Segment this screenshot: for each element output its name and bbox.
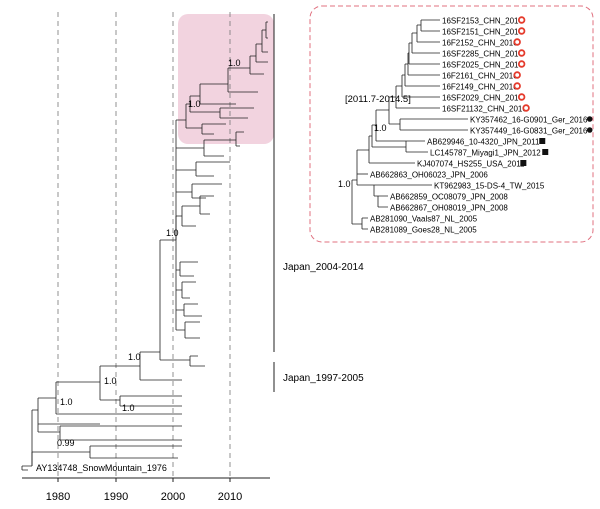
tree-branch-group-14 [176,261,198,277]
x-tick-label-1980: 1980 [46,491,70,503]
tree-branch-group-20 [235,131,244,147]
tree-branch-group-3 [37,424,182,441]
inset-branch-group-2 [408,42,440,65]
highlighted-clade-box [178,14,274,144]
inset-taxon-label-16: AB662859_OC08079_JPN_2008 [390,193,508,202]
inset-taxon-label-0: 16SF2153_CHN_2016 [442,17,523,26]
inset-marker-black-circle-10 [586,127,593,133]
inset-support-b: 1.0 [338,179,351,189]
x-axis: 1980 1990 2000 2010 [22,477,270,503]
tree-branch-group-18 [176,161,230,177]
inset-taxon-label-12: LC145787_Miyagi1_JPN_2012 [430,149,541,158]
clade-label-japan-1997-2005: Japan_1997-2005 [283,373,364,384]
inset-marker-red-circle-4 [517,60,526,68]
inset-marker-red-circle-1 [517,27,526,35]
tree-branch-group-26 [227,84,258,93]
support-label-lower3: 1.0 [122,403,135,413]
inset-branch-group-4 [395,74,440,109]
inset-branch-group-9 [356,149,369,185]
support-label-mid: 1.0 [188,99,201,109]
inset-marker-red-circle-7 [517,93,526,101]
inset-taxon-label-6: 16F2149_CHN_2016 [442,83,518,92]
tree-branch-group-10 [159,239,176,352]
tree-branch-group-22 [185,83,228,120]
inset-marker-red-circle-5 [513,71,521,79]
tree-branch-group-2 [55,381,182,415]
inset-taxon-label-14: AB662863_OH06023_JPN_2006 [370,171,488,180]
tree-branch-group-21 [175,119,186,148]
x-tick-label-2000: 2000 [161,491,185,503]
inset-taxon-label-10: KY357449_16-G0831_Ger_2016 [470,127,588,136]
tree-branch-group-7 [119,395,182,407]
support-label-099: 0.99 [57,438,75,448]
inset-taxon-label-7: 16SF2029_CHN_2016 [442,94,523,103]
tree-branch-group-27 [199,96,236,105]
inset-branch-group-6 [372,109,425,142]
inset-marker-red-circle-8 [522,104,530,112]
tree-branch-group-28 [189,104,254,119]
inset-branch-group-8 [368,135,415,164]
inset-taxon-label-2: 16F2152_CHN_2016 [442,39,518,48]
support-label-inset-node: 1.0 [228,58,241,68]
root-taxon-label: AY134748_SnowMountain_1976 [36,463,167,473]
main-tree [21,21,268,471]
inset-branch-group-5 [388,96,468,131]
inset-taxon-label-18: AB281090_Vaals87_NL_2005 [370,215,478,224]
inset-taxon-label-15: KT962983_15-DS-4_TW_2015 [434,182,545,191]
inset-taxon-label-5: 16F2161_CHN_2016 [442,72,518,81]
tree-branch-group-16 [199,195,214,215]
inset-support-a: 1.0 [374,123,387,133]
tree-branch-group-8 [139,351,182,381]
inset-branch-group-11 [357,184,432,208]
tree-branch-group-5 [21,466,28,471]
tree-branch-group-15 [175,205,200,240]
inset-marker-black-circle-9 [586,116,593,122]
inset-taxon-label-1: 16SF2151_CHN_2016 [442,28,523,37]
support-label-japan-node: 1.0 [166,228,179,238]
tree-branch-group-1 [37,397,100,425]
inset-branch-group-10 [357,173,368,175]
support-label-base: 1.0 [60,397,73,407]
x-tick-label-2010: 2010 [218,491,242,503]
tree-branch-group-17 [175,183,222,240]
tree-branch-group-25 [249,56,268,75]
inset-branch-group-3 [404,52,440,87]
inset-marker-red-circle-6 [513,82,521,90]
inset-marker-black-square-13 [520,160,527,166]
inset-taxon-label-17: AB662867_OH08019_JPN_2008 [390,204,508,213]
inset-branch-group-0 [416,19,440,43]
tree-branch-group-29 [185,120,226,135]
tree-branch-group-13 [176,281,196,299]
support-label-lower2: 1.0 [104,376,117,386]
inset-marker-red-circle-2 [513,38,521,46]
inset-taxon-label-3: 16SF2285_CHN_2016 [442,50,523,59]
tree-branch-group-12 [176,303,202,317]
inset-marker-black-square-11 [539,138,546,144]
inset-marker-red-circle-3 [517,49,526,57]
clade-label-japan-2004-2014: Japan_2004-2014 [283,262,364,273]
tree-branch-group-19 [175,139,236,192]
tree-branch-group-23 [227,29,266,84]
tree-branch-group-9 [159,352,205,367]
inset-taxon-label-19: AB281089_Goes28_NL_2005 [370,226,477,235]
x-tick-label-1990: 1990 [104,491,128,503]
inset-marker-black-square-12 [542,149,549,155]
tree-branch-group-11 [175,240,200,339]
inset-taxon-label-13: KJ407074_HS255_USA_2011 [417,160,525,169]
inset-taxon-label-9: KY357462_16-G0901_Ger_2016 [470,116,588,125]
tree-branch-group-6 [99,365,140,401]
tree-branch-group-0 [22,409,38,467]
support-label-lower: 1.0 [128,352,141,362]
inset-taxon-label-8: 16SF21132_CHN_2016 [442,105,527,114]
inset-taxon-label-11: AB629946_10-4320_JPN_2011 [427,138,540,147]
inset-marker-red-circle-0 [517,16,526,24]
inset-tree: 16SF2153_CHN_2016 16SF2151_CHN_2016 16F215… [351,16,593,235]
inset-node-date-label: [2011.7-2014.5] [345,94,411,105]
inset-branch-group-12 [351,179,368,230]
tree-branch-group-24 [261,21,268,53]
tree-branch-group-4 [31,445,182,466]
inset-taxon-label-4: 16SF2025_CHN_2016 [442,61,523,70]
